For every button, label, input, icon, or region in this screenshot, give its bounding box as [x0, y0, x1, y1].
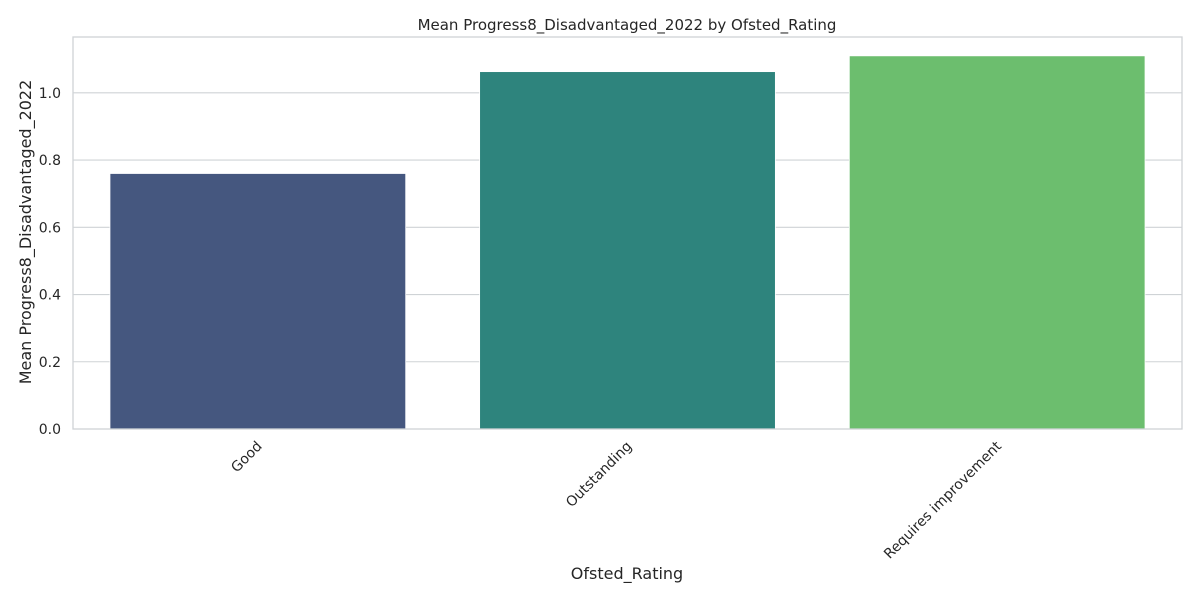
y-tick-label: 0.2 — [39, 355, 61, 371]
x-tick-label: Outstanding — [563, 439, 635, 511]
y-tick-label: 0.0 — [39, 422, 61, 438]
y-tick-label: 0.8 — [39, 153, 61, 169]
x-axis-ticks: Good Outstanding Requires improvement — [228, 438, 1005, 562]
chart-title: Mean Progress8_Disadvantaged_2022 by Ofs… — [418, 16, 837, 35]
bar-outstanding — [479, 71, 776, 430]
x-axis-title: Ofsted_Rating — [571, 564, 683, 584]
bars — [109, 55, 1146, 430]
plot-frame — [72, 36, 1183, 430]
x-tick-label: Requires improvement — [881, 438, 1005, 562]
x-tick-label: Good — [228, 439, 265, 476]
y-axis-ticks: 0.0 0.2 0.4 0.6 0.8 1.0 — [39, 86, 61, 438]
y-tick-label: 0.4 — [39, 288, 61, 304]
y-tick-label: 1.0 — [39, 86, 61, 102]
y-tick-label: 0.6 — [39, 220, 61, 236]
bar-good — [109, 173, 407, 430]
y-axis-title: Mean Progress8_Disadvantaged_2022 — [16, 80, 36, 385]
bar-requires-improvement — [848, 55, 1146, 430]
